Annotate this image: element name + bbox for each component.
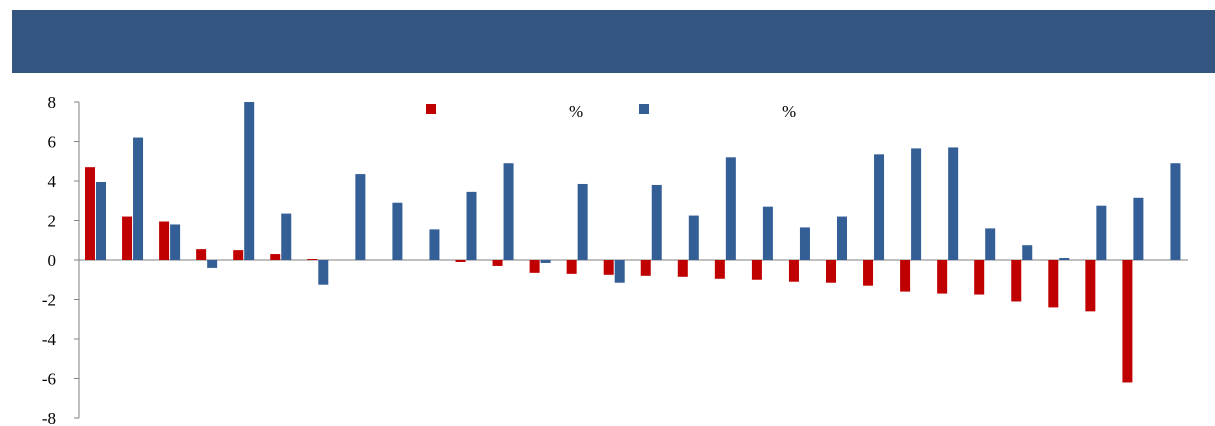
bar-series-2: [540, 260, 551, 263]
y-tick-label: 4: [48, 172, 57, 191]
bar-series-2: [911, 148, 922, 260]
bar-series-2: [1059, 258, 1070, 260]
bar-series-1: [826, 260, 836, 283]
bar-series-1: [900, 260, 911, 292]
bar-series-2: [837, 216, 847, 260]
bar-series-2: [355, 174, 366, 260]
bar-series-1: [1011, 260, 1022, 302]
bar-series-2: [725, 157, 736, 260]
y-tick-label: 2: [48, 212, 57, 231]
bar-series-2: [1170, 163, 1181, 260]
legend-label-2: %: [782, 102, 796, 121]
y-tick-label: 8: [48, 93, 57, 112]
bar-series-1: [307, 259, 318, 261]
bar-series-1: [492, 260, 503, 266]
bar-series-2: [614, 260, 625, 283]
bar-series-1: [85, 167, 95, 260]
bar-series-2: [651, 184, 662, 260]
bar-series-1: [455, 260, 466, 262]
bar-series-2: [281, 213, 292, 260]
bar-series-2: [577, 183, 588, 260]
bar-series-2: [1096, 205, 1107, 260]
bar-series-2: [318, 260, 329, 285]
bar-series-1: [270, 254, 281, 260]
bar-series-2: [96, 181, 106, 260]
bar-series-2: [1133, 197, 1144, 260]
bar-series-2: [133, 137, 144, 260]
bar-series-1: [1085, 260, 1096, 312]
bar-series-1: [1048, 260, 1059, 308]
bar-series-1: [751, 260, 762, 280]
header-band: [12, 10, 1215, 73]
bar-series-2: [688, 215, 699, 260]
bar-series-1: [974, 260, 985, 295]
bar-series-2: [503, 163, 514, 260]
bar-series-1: [566, 260, 577, 274]
y-tick-label: -2: [42, 291, 56, 310]
bar-series-2: [207, 260, 218, 268]
bars: [85, 102, 1181, 383]
y-tick-label: -4: [42, 330, 57, 349]
bar-series-1: [714, 260, 725, 279]
bar-series-2: [429, 229, 440, 260]
bar-series-2: [799, 227, 810, 260]
bar-series-1: [122, 216, 133, 260]
bar-series-2: [244, 102, 255, 260]
bar-series-1: [640, 260, 651, 276]
bar-series-1: [863, 260, 874, 286]
bar-series-1: [1122, 260, 1133, 383]
bar-series-1: [937, 260, 948, 294]
bar-series-1: [196, 249, 207, 260]
y-tick-label: -8: [42, 409, 56, 426]
bar-series-1: [233, 250, 244, 260]
bar-series-1: [529, 260, 540, 273]
legend-swatch-1: [426, 104, 436, 114]
bar-series-2: [392, 202, 403, 260]
bar-series-2: [466, 191, 477, 260]
legend-label-1: %: [569, 102, 583, 121]
bar-series-1: [677, 260, 688, 277]
bar-series-2: [1022, 245, 1033, 260]
y-tick-label: 6: [48, 133, 57, 152]
bar-series-2: [170, 224, 181, 260]
y-tick-labels: 8 6 4 2 0 -2 -4 -6 -8: [42, 93, 79, 426]
bar-series-2: [762, 206, 773, 260]
y-tick-label: -6: [42, 370, 56, 389]
y-tick-label: 0: [48, 251, 57, 270]
legend-swatch-2: [639, 104, 649, 114]
legend: % %: [426, 102, 796, 121]
bar-series-1: [159, 221, 170, 260]
bar-series-2: [948, 147, 959, 260]
bar-series-2: [874, 154, 885, 260]
bar-series-1: [788, 260, 799, 282]
bar-series-2: [985, 228, 996, 260]
bar-series-1: [603, 260, 614, 275]
